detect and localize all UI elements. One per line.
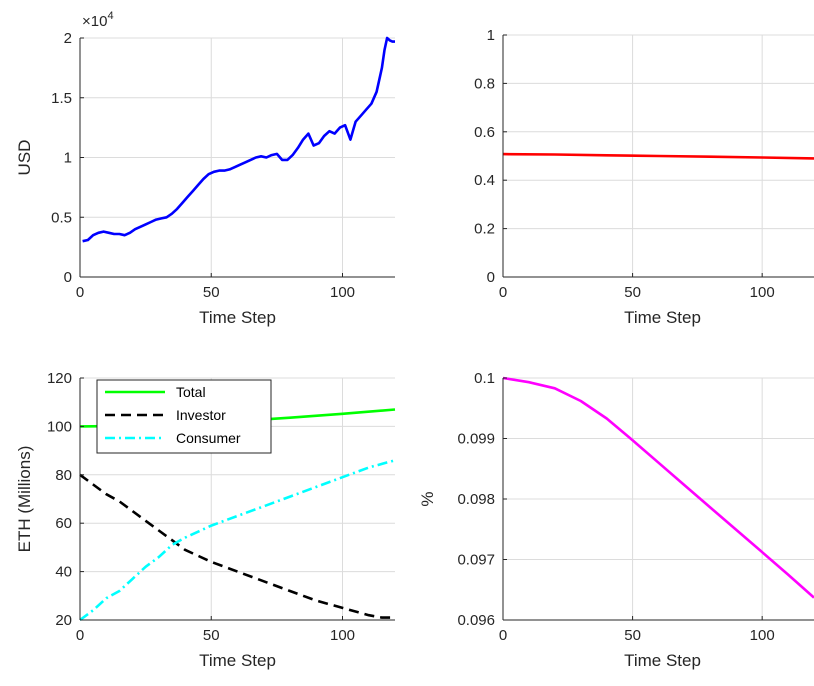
series-line-investor	[79, 473, 395, 619]
legend-label-consumer: Consumer	[176, 430, 241, 446]
y-axis-label: %	[418, 491, 437, 506]
y-tick-label: 20	[55, 612, 72, 629]
y-tick-label: 1.5	[51, 90, 72, 107]
x-tick-label: 0	[76, 627, 84, 644]
y-tick-label: 0.097	[457, 552, 495, 569]
y-tick-label: 1	[487, 27, 495, 44]
x-axis-label: Time Step	[624, 651, 701, 670]
y-tick-label: 0.1	[474, 370, 495, 387]
y-tick-label: 1	[64, 150, 72, 167]
x-tick-label: 0	[499, 284, 507, 301]
chart-panel-3: 0 50 100 20 40 60 80 100 120 Time Step ETH (Millio…	[15, 370, 396, 670]
chart-panel-1: 0 50 100 0 0.5 1 1.5 2 Time Step USD ×104	[15, 10, 395, 327]
series-line-1	[502, 152, 814, 160]
y-axis-label: USD	[15, 140, 34, 176]
y-axis-label: ETH (Millions)	[15, 446, 34, 553]
x-tick-label: 100	[750, 627, 775, 644]
y-tick-label: 0.4	[474, 172, 495, 189]
y-tick-label: 0.6	[474, 124, 495, 141]
x-tick-label: 100	[750, 284, 775, 301]
x-tick-label: 0	[76, 284, 84, 301]
x-tick-label: 0	[499, 627, 507, 644]
x-axis-label: Time Step	[199, 651, 276, 670]
x-tick-label: 100	[330, 627, 355, 644]
x-tick-label: 100	[330, 284, 355, 301]
x-tick-label: 50	[624, 284, 641, 301]
y-tick-label: 0	[64, 269, 72, 286]
exponent-power: 4	[107, 10, 113, 22]
exponent-base: ×10	[82, 13, 107, 30]
series-line-consumer	[79, 459, 396, 622]
y-tick-label: 0.099	[457, 431, 495, 448]
legend-label-investor: Investor	[176, 407, 226, 423]
x-tick-label: 50	[203, 284, 220, 301]
y-tick-label: 40	[55, 564, 72, 581]
y-tick-label: 60	[55, 515, 72, 532]
series-line-1	[82, 36, 395, 243]
x-axis-label: Time Step	[624, 308, 701, 327]
y-tick-label: 0.2	[474, 221, 495, 238]
legend-label-total: Total	[176, 384, 206, 400]
x-axis-label: Time Step	[199, 308, 276, 327]
x-tick-label: 50	[203, 627, 220, 644]
chart-panel-4: 0 50 100 0.096 0.097 0.098 0.099 0.1 Time Step%	[418, 370, 814, 670]
y-tick-label: 0.096	[457, 612, 495, 629]
y-tick-label: 120	[47, 370, 72, 387]
y-tick-label: 0.8	[474, 75, 495, 92]
y-tick-label: 0	[487, 269, 495, 286]
series-line-1	[502, 376, 814, 599]
exponent-label: ×104	[82, 10, 114, 30]
chart-panel-2: 0 50 100 0 0.2 0.4 0.6 0.8 1 Time Step	[474, 27, 814, 327]
y-tick-label: 2	[64, 30, 72, 47]
x-tick-label: 50	[624, 627, 641, 644]
y-tick-label: 0.098	[457, 491, 495, 508]
y-tick-label: 80	[55, 467, 72, 484]
legend: Total Investor Consumer	[96, 379, 272, 454]
y-tick-label: 0.5	[51, 209, 72, 226]
y-tick-label: 100	[47, 418, 72, 435]
